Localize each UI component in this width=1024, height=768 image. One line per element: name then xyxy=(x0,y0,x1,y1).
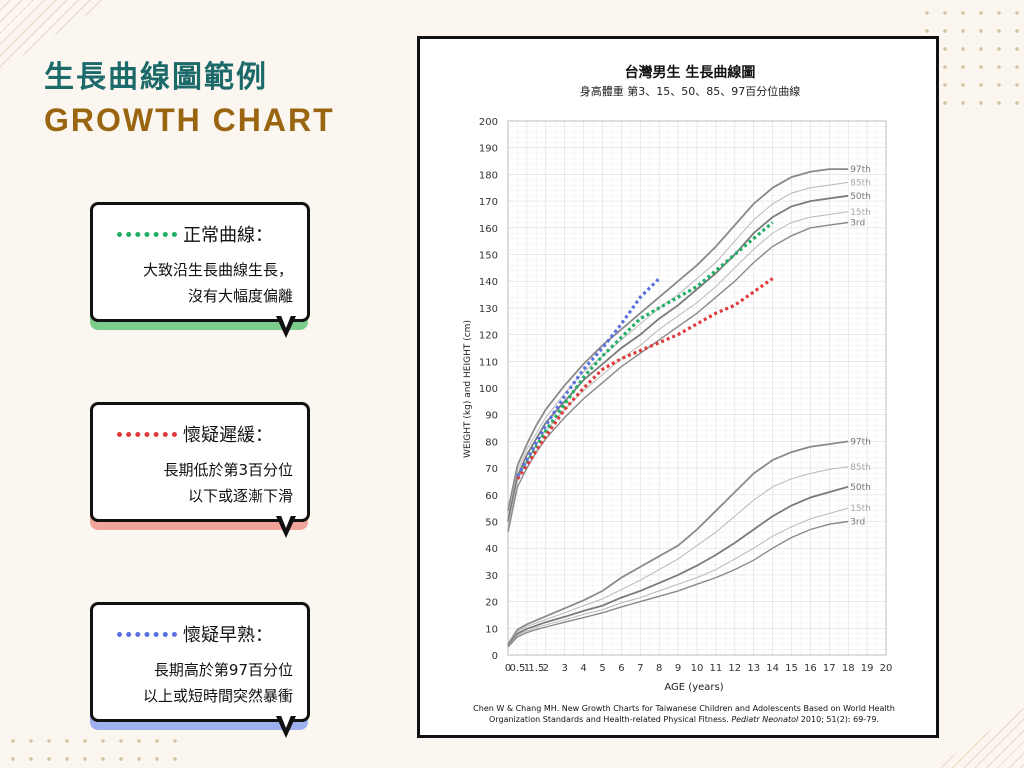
speech-tail xyxy=(276,513,296,538)
y-tick-label: 140 xyxy=(479,277,498,288)
height-curve-label: 50th xyxy=(850,192,871,202)
y-tick-label: 200 xyxy=(479,117,498,128)
card-body: 懷疑遲緩： 長期低於第3百分位 以下或逐漸下滑 xyxy=(90,402,310,522)
x-tick-label: 1.5 xyxy=(528,663,544,674)
y-tick-label: 100 xyxy=(479,384,498,395)
growth-chart-frame: 台灣男生 生長曲線圖 身高體重 第3、15、50、85、97百分位曲線 0 10 2… xyxy=(417,36,939,738)
growth-chart: 台灣男生 生長曲線圖 身高體重 第3、15、50、85、97百分位曲線 0102… xyxy=(463,64,895,724)
card-label: 懷疑早熟： xyxy=(183,625,273,646)
card-body: 懷疑早熟： 長期高於第97百分位 以上或短時間突然暴衝 xyxy=(90,602,310,722)
dot-pattern-decoration-bottom xyxy=(4,732,184,768)
weight-curve-label: 85th xyxy=(850,463,871,473)
y-tick-label: 70 xyxy=(485,464,498,475)
example-line-normal xyxy=(516,221,774,480)
y-tick-label: 80 xyxy=(485,437,498,448)
weight-curve-label: 50th xyxy=(850,483,871,493)
height-curve-label: 3rd xyxy=(850,218,865,228)
card-heading: 正常曲線： xyxy=(117,221,273,247)
weight-curve-label: 3rd xyxy=(850,518,865,528)
page-subtitle: GROWTH CHART xyxy=(44,102,335,138)
dotted-line-icon xyxy=(117,231,177,237)
x-tick-label: 0.5 xyxy=(509,663,525,674)
card-label: 懷疑遲緩： xyxy=(183,425,273,446)
card-body: 正常曲線： 大致沿生長曲線生長， 沒有大幅度偏離 xyxy=(90,202,310,322)
x-tick-label: 18 xyxy=(842,663,855,674)
example-line-delay xyxy=(516,277,774,480)
height-curve-label: 97th xyxy=(850,165,871,175)
y-tick-label: 170 xyxy=(479,197,498,208)
x-tick-label: 6 xyxy=(618,663,624,674)
y-tick-label: 20 xyxy=(485,598,498,609)
chart-axes: 0102030405060708090100110120130140150160… xyxy=(479,117,892,674)
card-description: 大致沿生長曲線生長， 沒有大幅度偏離 xyxy=(142,261,293,305)
y-tick-label: 160 xyxy=(479,224,498,235)
card-description: 長期低於第3百分位 以下或逐漸下滑 xyxy=(163,461,293,505)
y-tick-label: 30 xyxy=(485,571,498,582)
citation: Chen W & Chang MH. New Growth Charts for… xyxy=(473,704,895,713)
x-axis-label: AGE (years) xyxy=(664,682,723,693)
y-tick-label: 110 xyxy=(479,357,498,368)
speech-tail xyxy=(276,313,296,338)
x-tick-label: 17 xyxy=(823,663,836,674)
height-curve-label: 15th xyxy=(850,208,871,218)
weight-curve-50th xyxy=(507,485,849,647)
y-tick-label: 60 xyxy=(485,491,498,502)
x-tick-label: 16 xyxy=(804,663,817,674)
dotted-line-icon xyxy=(117,631,177,637)
weight-curve-85th xyxy=(507,466,849,646)
x-tick-label: 13 xyxy=(747,663,760,674)
y-tick-label: 0 xyxy=(492,651,498,662)
y-tick-label: 90 xyxy=(485,411,498,422)
speech-tail xyxy=(276,713,296,738)
y-tick-label: 130 xyxy=(479,304,498,315)
example-line-early xyxy=(516,277,661,477)
x-tick-label: 0 xyxy=(505,663,511,674)
chart-grid xyxy=(507,120,887,656)
example-series xyxy=(516,221,774,480)
x-tick-label: 15 xyxy=(785,663,798,674)
chart-subtitle: 身高體重 第3、15、50、85、97百分位曲線 xyxy=(580,84,800,98)
height-curve-label: 85th xyxy=(850,178,871,188)
x-tick-label: 11 xyxy=(710,663,723,674)
x-tick-label: 2 xyxy=(543,663,549,674)
y-tick-label: 50 xyxy=(485,518,498,529)
x-tick-label: 8 xyxy=(656,663,662,674)
card-label: 正常曲線： xyxy=(183,225,273,246)
plot-border xyxy=(507,120,887,656)
card-heading: 懷疑遲緩： xyxy=(117,421,273,447)
x-tick-label: 1 xyxy=(524,663,530,674)
y-tick-label: 40 xyxy=(485,544,498,555)
weight-curve-label: 97th xyxy=(850,437,871,447)
x-tick-label: 14 xyxy=(766,663,779,674)
x-tick-label: 12 xyxy=(728,663,741,674)
corner-hatch-decoration-bottom xyxy=(934,708,1024,768)
card-heading: 懷疑早熟： xyxy=(117,621,273,647)
x-tick-label: 3 xyxy=(562,663,568,674)
citation-line-2: Organization Standards and Health-relate… xyxy=(489,715,879,724)
x-tick-label: 19 xyxy=(861,663,874,674)
height-curve-97th xyxy=(507,168,849,511)
y-tick-label: 10 xyxy=(485,624,498,635)
y-tick-label: 120 xyxy=(479,331,498,342)
weight-curve-97th xyxy=(507,440,849,645)
y-tick-label: 180 xyxy=(479,170,498,181)
page-title: 生長曲線圖範例 xyxy=(44,60,268,95)
weight-curve-15th xyxy=(507,507,849,647)
dotted-line-icon xyxy=(117,431,177,437)
height-curve-50th xyxy=(507,194,849,522)
weight-curve-label: 15th xyxy=(850,504,871,514)
weight-curve-3rd xyxy=(507,520,849,648)
x-tick-label: 20 xyxy=(880,663,893,674)
y-tick-label: 190 xyxy=(479,144,498,155)
y-axis-label: WEIGHT (kg) and HEIGHT (cm) xyxy=(463,320,473,458)
card-description: 長期高於第97百分位 以上或短時間突然暴衝 xyxy=(142,661,293,705)
x-tick-label: 9 xyxy=(675,663,681,674)
x-tick-label: 4 xyxy=(580,663,586,674)
x-tick-label: 10 xyxy=(691,663,704,674)
x-tick-label: 7 xyxy=(637,663,643,674)
chart-title: 台灣男生 生長曲線圖 xyxy=(625,64,756,81)
y-tick-label: 150 xyxy=(479,251,498,262)
x-tick-label: 5 xyxy=(599,663,605,674)
